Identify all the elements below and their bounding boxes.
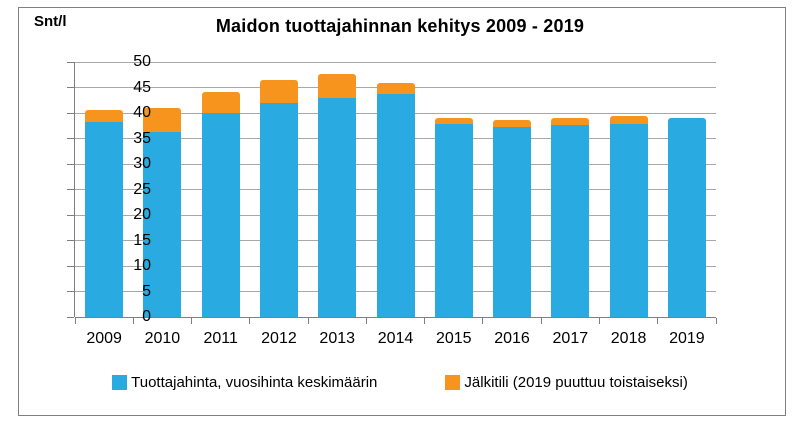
- y-axis-tick-label: 25: [133, 180, 151, 198]
- y-axis-tick: [67, 163, 74, 165]
- bar-2017-jalkitili: [551, 118, 590, 125]
- bar-2018-tuottajahinta: [609, 124, 648, 317]
- x-axis-tick: [74, 318, 76, 324]
- bar-2018-jalkitili: [609, 115, 648, 125]
- bar-2010-tuottajahinta: [143, 131, 182, 317]
- y-axis-unit-label: Snt/l: [34, 13, 67, 30]
- bar-2009-jalkitili: [85, 110, 124, 122]
- legend-item-tuottajahinta: Tuottajahinta, vuosihinta keskimäärin: [112, 374, 377, 391]
- bar-2012-jalkitili: [259, 79, 298, 103]
- x-axis-line: [75, 317, 716, 318]
- x-axis-label-2018: 2018: [610, 330, 647, 347]
- x-axis-label-2017: 2017: [552, 330, 589, 347]
- x-axis-tick: [598, 318, 600, 324]
- plot-area: [67, 61, 717, 324]
- legend-label-tuottajahinta: Tuottajahinta, vuosihinta keskimäärin: [131, 373, 378, 391]
- x-axis-tick: [249, 318, 251, 324]
- y-axis-tick: [67, 291, 74, 292]
- y-axis-tick-label: 0: [142, 308, 151, 325]
- y-axis-tick-label: 35: [133, 129, 151, 147]
- bar-2010-jalkitili: [143, 107, 182, 132]
- x-axis-label-2012: 2012: [261, 330, 297, 347]
- x-axis-tick: [657, 318, 659, 324]
- bar-2014-tuottajahinta: [376, 93, 415, 317]
- y-axis-tick: [67, 87, 74, 88]
- legend-label-jalkitili: Jälkitili (2019 puuttuu toistaiseksi): [464, 373, 688, 391]
- x-axis-label-2015: 2015: [435, 330, 472, 347]
- x-axis-tick: [132, 318, 134, 324]
- y-axis-line: [74, 62, 75, 317]
- bar-2015-tuottajahinta: [434, 123, 473, 317]
- bar-2017-tuottajahinta: [551, 124, 590, 317]
- legend-swatch-blue: [112, 374, 128, 390]
- x-axis-tick: [715, 318, 717, 324]
- bar-2013-tuottajahinta: [318, 97, 357, 317]
- y-axis-tick: [67, 138, 74, 139]
- bar-2019-tuottajahinta: [667, 118, 706, 317]
- x-axis-tick: [540, 318, 542, 324]
- bar-2016-jalkitili: [493, 120, 532, 127]
- y-axis-tick: [67, 189, 74, 190]
- legend-swatch-orange: [445, 374, 461, 390]
- y-axis-tick: [67, 112, 74, 114]
- legend-item-jalkitili: Jälkitili (2019 puuttuu toistaiseksi): [445, 373, 688, 391]
- x-axis-label-2019: 2019: [669, 330, 705, 347]
- y-axis-tick-label: 45: [133, 78, 151, 96]
- x-axis-label-2011: 2011: [203, 330, 238, 347]
- x-axis-label-2009: 2009: [86, 330, 122, 347]
- y-axis-tick: [67, 214, 74, 216]
- y-axis-tick: [67, 265, 74, 267]
- bar-2013-jalkitili: [318, 74, 357, 98]
- legend: Tuottajahinta, vuosihinta keskimäärin Jä…: [0, 370, 800, 394]
- y-axis-tick-label: 30: [133, 155, 151, 172]
- bar-2015-jalkitili: [434, 118, 473, 124]
- y-axis-tick-label: 50: [133, 53, 151, 70]
- y-axis-tick: [67, 316, 74, 318]
- y-axis-tick-label: 5: [142, 282, 151, 300]
- bar-2014-jalkitili: [376, 83, 415, 94]
- x-axis-label-2016: 2016: [494, 330, 530, 347]
- y-axis-tick-label: 20: [133, 206, 151, 223]
- x-axis-tick: [191, 318, 193, 324]
- bar-2011-tuottajahinta: [201, 113, 240, 317]
- y-axis-tick-label: 15: [133, 231, 151, 249]
- x-axis-label-2013: 2013: [319, 330, 356, 347]
- bar-2009-tuottajahinta: [85, 121, 124, 317]
- x-axis-label-2010: 2010: [144, 330, 181, 347]
- bar-2012-tuottajahinta: [259, 102, 298, 317]
- gridline-50: [75, 61, 716, 63]
- x-axis-tick: [307, 318, 309, 324]
- x-axis-label-2014: 2014: [377, 330, 414, 347]
- y-axis-tick-label: 40: [133, 104, 151, 121]
- bar-2016-tuottajahinta: [493, 126, 532, 317]
- y-axis-tick: [67, 61, 74, 63]
- x-axis-tick: [424, 318, 426, 324]
- y-axis-tick: [67, 240, 74, 241]
- x-axis-tick: [482, 318, 484, 324]
- x-axis-tick: [365, 318, 367, 324]
- y-axis-tick-label: 10: [133, 257, 151, 274]
- bar-2011-jalkitili: [201, 92, 240, 113]
- chart-title: Maidon tuottajahinnan kehitys 2009 - 201…: [215, 16, 585, 36]
